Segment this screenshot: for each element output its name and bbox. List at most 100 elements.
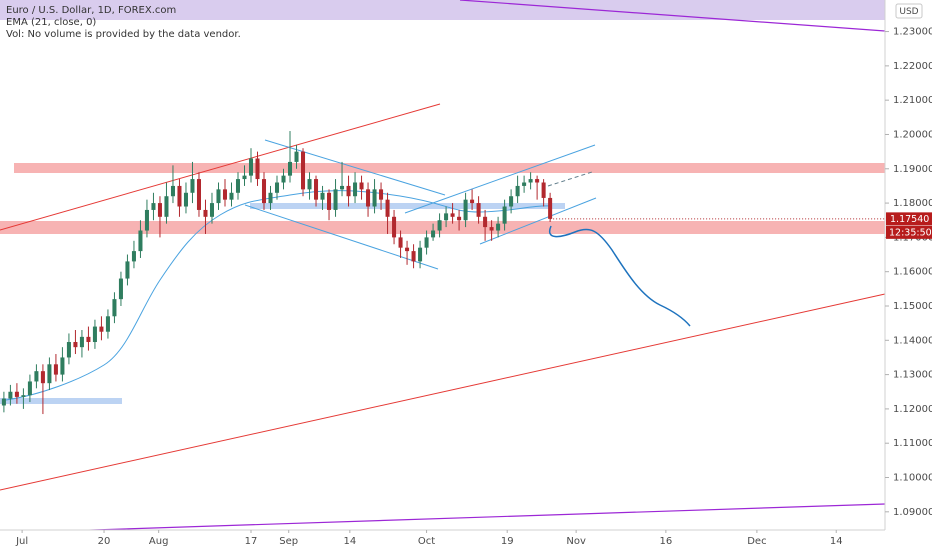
y-tick-label: 1.09000 <box>893 507 932 518</box>
candle-body <box>385 199 390 217</box>
candle-body <box>40 371 45 384</box>
candle-body <box>366 189 371 207</box>
candle-body <box>470 199 475 204</box>
candle-body <box>53 364 58 375</box>
candle-body <box>457 216 462 221</box>
volume-note: Vol: No volume is provided by the data v… <box>6 29 241 40</box>
candle-body <box>541 182 546 198</box>
candle-body <box>125 261 130 279</box>
currency-badge[interactable] <box>895 3 923 19</box>
candle-body <box>92 326 97 343</box>
candle-body <box>379 189 384 200</box>
candle-body <box>314 179 319 200</box>
candles <box>1 131 553 415</box>
candle-body <box>463 199 468 221</box>
candle-body <box>424 237 429 248</box>
candle-body <box>372 189 377 207</box>
channel-line <box>404 144 596 214</box>
candle-body <box>157 203 162 217</box>
candle-body <box>333 189 338 210</box>
candle-body <box>444 213 449 221</box>
candle-body <box>229 192 234 200</box>
y-tick-label: 1.11000 <box>893 438 932 449</box>
candle-body <box>359 182 364 190</box>
blue-box <box>250 203 565 209</box>
candle-body <box>105 316 110 332</box>
candle-body <box>222 189 228 200</box>
candle-body <box>281 175 286 183</box>
countdown: 12:35:50 <box>889 227 932 238</box>
x-tick-label: 19 <box>501 536 514 547</box>
candle-body <box>177 185 182 207</box>
candle-body <box>320 192 325 200</box>
last-price-label: 1.17540 <box>890 214 929 225</box>
candle-body <box>216 189 221 204</box>
candle-body <box>170 185 175 197</box>
purple-trendline <box>0 503 886 534</box>
candle-body <box>294 151 299 162</box>
candle-body <box>353 182 358 197</box>
dashed-projection <box>547 171 593 187</box>
candle-body <box>144 209 149 231</box>
x-tick-label: Aug <box>149 536 169 547</box>
candle-body <box>496 223 501 231</box>
candle-body <box>73 342 78 348</box>
candle-body <box>190 179 195 193</box>
candle-body <box>411 251 416 262</box>
price-axis <box>885 0 932 550</box>
candle-body <box>418 247 423 262</box>
candle-body <box>392 216 397 238</box>
candle-body <box>255 158 260 180</box>
support-zone <box>0 221 885 234</box>
candle-body <box>476 203 481 217</box>
currency: USD <box>899 7 918 17</box>
forecast-curve <box>548 225 691 327</box>
y-tick-label: 1.18000 <box>893 198 932 209</box>
candle-body <box>14 391 19 397</box>
y-tick-label: 1.22000 <box>893 61 932 72</box>
candle-body <box>489 227 494 231</box>
x-tick-label: Sep <box>279 536 298 547</box>
candle-body <box>268 192 273 204</box>
candle-body <box>164 196 169 217</box>
candle-body <box>66 342 71 358</box>
candle-body <box>151 203 156 210</box>
x-tick-label: Oct <box>418 536 435 547</box>
candle-body <box>79 336 84 348</box>
candle-body <box>431 230 436 238</box>
y-tick-label: 1.23000 <box>893 27 932 38</box>
candle-body <box>483 216 488 228</box>
candle-body <box>99 326 104 332</box>
x-tick-label: Jul <box>15 536 28 547</box>
candle-body <box>112 299 117 317</box>
candle-body <box>138 230 143 252</box>
y-tick-label: 1.12000 <box>893 404 932 415</box>
candle-body <box>183 192 188 207</box>
candle-body <box>535 179 540 183</box>
candle-body <box>27 381 32 396</box>
candle-body <box>340 185 345 190</box>
candle-body <box>548 197 553 219</box>
candle-body <box>528 179 533 183</box>
candle-body <box>274 182 280 193</box>
red-trendline <box>0 293 886 491</box>
candle-body <box>515 185 520 197</box>
candle-body <box>235 179 241 193</box>
countdown-box <box>886 225 932 239</box>
candle-body <box>327 192 332 210</box>
resistance-zone <box>14 163 885 173</box>
candle-body <box>405 247 410 252</box>
channel-line <box>244 204 439 270</box>
y-tick-label: 1.14000 <box>893 335 932 346</box>
candle-body <box>86 336 91 343</box>
y-tick-label: 1.21000 <box>893 95 932 106</box>
candle-body <box>398 237 403 248</box>
candle-body <box>509 196 514 207</box>
candle-body <box>131 251 136 262</box>
x-tick-label: 17 <box>245 536 258 547</box>
candle-body <box>1 398 6 406</box>
y-tick-label: 1.13000 <box>893 370 932 381</box>
channel-line <box>479 197 597 245</box>
